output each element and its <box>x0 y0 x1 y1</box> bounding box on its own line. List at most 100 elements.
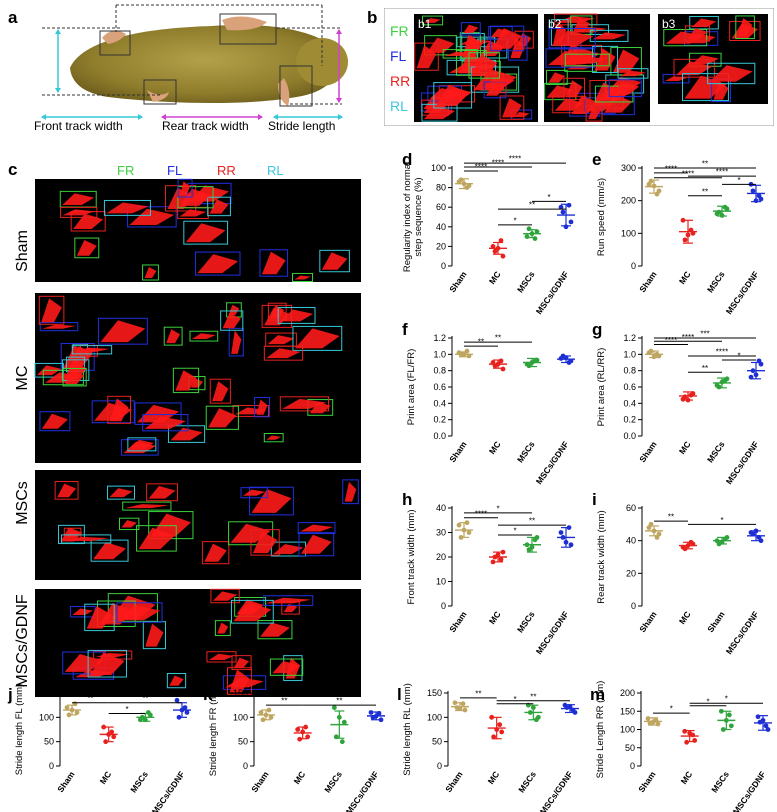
significance-label: * <box>706 697 709 706</box>
data-point <box>268 714 274 720</box>
row-label-mscs: MSCs <box>14 481 31 525</box>
data-point <box>530 705 536 710</box>
x-tick-label: MC <box>486 769 502 786</box>
paw-box <box>298 532 335 557</box>
x-tick-label: MC <box>487 609 503 626</box>
data-point <box>718 708 724 714</box>
paw-print <box>567 56 608 64</box>
data-point <box>532 537 538 543</box>
significance-label: * <box>720 516 723 525</box>
significance-label: * <box>547 193 550 202</box>
paw-print <box>687 27 708 39</box>
significance-label: ** <box>668 513 674 522</box>
paw-box <box>39 322 79 332</box>
x-tick-label: Sham <box>447 439 469 464</box>
y-tick-label: 1.2 <box>623 333 636 343</box>
legend-fl: FL <box>390 48 407 64</box>
paw-print <box>492 28 522 49</box>
paw-print <box>170 427 203 441</box>
y-tick-label: 50 <box>625 743 635 753</box>
significance-label: ** <box>495 334 501 343</box>
x-tick-label: Sham <box>637 439 659 464</box>
paw-box <box>230 599 274 624</box>
significance-label: ** <box>530 692 536 701</box>
x-tick-label: MSCs/GDNF <box>731 769 768 812</box>
data-point <box>685 397 691 403</box>
paw-label-rl: RL <box>267 163 284 178</box>
y-tick-label: 20 <box>436 552 446 562</box>
data-point <box>464 185 470 190</box>
chart-g-print-area-rl-rr: Print area (RL/RR) 0.0 0.2 0.4 0.6 0.8 1.0 1.2 S… <box>596 330 765 486</box>
paw-box <box>177 178 193 198</box>
footprint-image-sham <box>35 178 361 283</box>
paw-print <box>190 378 203 388</box>
legend-rl: RL <box>390 98 408 114</box>
y-tick-label: 0.0 <box>433 431 446 441</box>
significance-label: ** <box>281 697 287 706</box>
paw-print <box>300 534 332 554</box>
x-tick-label: MSCs/GDNF <box>344 769 381 812</box>
x-tick-label: MSCs <box>709 769 731 794</box>
data-point <box>568 542 574 548</box>
significance-label: * <box>725 695 728 704</box>
paw-print <box>344 481 357 502</box>
data-point <box>722 204 728 210</box>
data-point <box>765 727 771 732</box>
y-axis-label: step sequence (%) <box>413 177 424 256</box>
data-point <box>719 379 725 385</box>
paw-box <box>269 658 304 676</box>
chart-h-front-track-width: Front track width (mm) 0 10 20 30 40 Sham MC MSC… <box>406 503 575 656</box>
data-point <box>458 535 464 540</box>
data-point <box>498 358 504 364</box>
paw-box <box>183 220 229 245</box>
panel-letter-m: m <box>590 685 606 704</box>
paw-print <box>209 199 229 214</box>
data-point <box>723 717 729 723</box>
paw-box <box>163 326 183 346</box>
data-point <box>529 231 535 237</box>
paw-box <box>166 673 187 689</box>
data-point <box>748 374 754 380</box>
significance-label: ** <box>702 160 708 169</box>
rat-gait-diagram: Front track width Rear track width Strid… <box>34 4 348 133</box>
y-tick-label: 50 <box>432 737 442 747</box>
paw-print <box>217 622 229 634</box>
data-point <box>651 183 657 189</box>
paw-print <box>243 489 266 496</box>
data-point <box>567 704 573 710</box>
data-point <box>568 219 574 225</box>
significance-label: * <box>737 176 740 185</box>
data-point <box>303 724 309 730</box>
paw-box <box>673 58 715 78</box>
paw-box <box>424 35 457 56</box>
x-tick-label: MC <box>487 439 503 456</box>
x-tick-label: MSCs <box>705 439 727 464</box>
paw-print <box>691 18 717 27</box>
paw-print <box>272 661 301 674</box>
x-tick-label: MSCs <box>515 269 537 294</box>
data-point <box>524 542 530 548</box>
paw-print <box>76 240 97 256</box>
paw-print <box>106 202 149 214</box>
panel-letter-e: e <box>592 150 602 169</box>
paw-box <box>201 541 230 565</box>
data-point <box>339 739 345 745</box>
y-axis-label: Stride length FR (mm) <box>208 683 219 776</box>
paw-print <box>222 312 241 329</box>
paw-print <box>62 193 95 206</box>
data-point <box>645 716 651 721</box>
paw-print <box>124 504 169 509</box>
data-point <box>74 710 80 715</box>
paw-print <box>57 483 77 498</box>
paw-box <box>107 485 135 500</box>
y-tick-label: 60 <box>436 202 446 212</box>
paw-label-fr: FR <box>117 163 134 178</box>
data-point <box>753 372 759 378</box>
data-point <box>753 198 759 204</box>
paw-print <box>423 106 456 120</box>
y-axis-label: Print area (RL/RR) <box>596 348 607 427</box>
data-point <box>461 351 467 357</box>
chart-e-run-speed: Run speed (mm/s) 0 100 200 300 Sham MC MSCsMSCs… <box>596 160 765 316</box>
y-tick-label: 150 <box>233 688 248 698</box>
panel-letter-c: c <box>8 160 18 179</box>
